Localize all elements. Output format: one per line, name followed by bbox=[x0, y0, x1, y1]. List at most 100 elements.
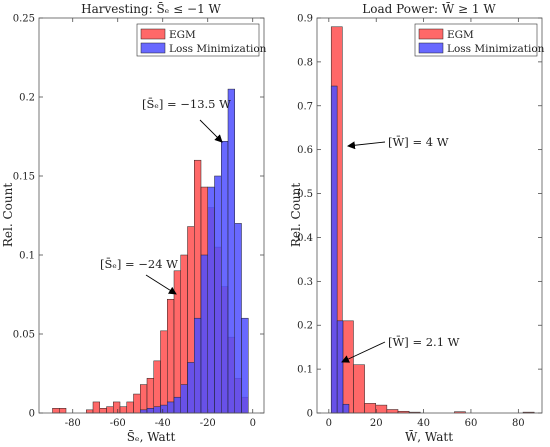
bar-egm bbox=[59, 408, 67, 414]
x-tick-label: -40 bbox=[155, 418, 171, 429]
plot-frame bbox=[316, 17, 543, 414]
y-tick-label: 0.25 bbox=[13, 14, 35, 25]
annotation-label: [W̄] = 4 W bbox=[388, 135, 449, 149]
bar-loss-minimization bbox=[214, 175, 222, 414]
bar-loss-minimization bbox=[140, 409, 148, 414]
load-power-histogram-panel: Load Power: W̄ ≥ 1 W W̄, Watt Rel. Count… bbox=[289, 1, 545, 444]
bar-egm bbox=[353, 364, 365, 414]
bar-egm bbox=[167, 298, 175, 414]
x-tick-label: 40 bbox=[417, 418, 430, 429]
annotation-label: [S̄ₑ] = −13.5 W bbox=[142, 97, 231, 111]
bar-egm bbox=[133, 393, 141, 414]
y-axis-label: Rel. Count bbox=[1, 183, 15, 247]
bar-egm bbox=[173, 270, 181, 414]
bar-loss-minimization bbox=[241, 317, 249, 414]
x-tick-label: -80 bbox=[65, 418, 81, 429]
y-tick-label: 0.1 bbox=[297, 365, 313, 376]
annotation-label: [S̄ₑ] = −24 W bbox=[100, 257, 178, 271]
bar-loss-minimization bbox=[336, 320, 344, 414]
bar-egm bbox=[375, 404, 388, 414]
x-axis-label: W̄, Watt bbox=[405, 429, 453, 444]
bar-egm bbox=[153, 360, 161, 414]
bar-egm bbox=[52, 408, 60, 414]
y-axis-label: Rel. Count bbox=[289, 183, 303, 247]
y-tick-label: 0.4 bbox=[297, 233, 313, 244]
bar-egm bbox=[119, 406, 127, 414]
plot-frame bbox=[38, 17, 265, 414]
ticks-layer: -80 -60 -40 -20 0 0 0.05 0.1 0.15 0.2 0.25 bbox=[13, 14, 264, 429]
bar-loss-minimization bbox=[227, 88, 235, 414]
bar-loss-minimization bbox=[207, 186, 215, 414]
bar-loss-minimization bbox=[234, 223, 242, 414]
bar-egm bbox=[126, 401, 134, 414]
bar-egm bbox=[99, 408, 107, 414]
bar-loss-minimization bbox=[146, 408, 154, 414]
annotation-arrow bbox=[199, 119, 223, 143]
bar-egm bbox=[364, 403, 376, 414]
bar-loss-minimization bbox=[187, 362, 195, 414]
bar-loss-minimization bbox=[342, 403, 350, 414]
bars-layer bbox=[52, 88, 249, 414]
legend: EGM Loss Minimization bbox=[414, 23, 545, 57]
ticks-layer: 0 20 40 60 80 0 0.1 0.2 0.3 0.4 0.5 0.6 0.7 0.8 0.9 bbox=[297, 14, 542, 429]
legend-swatch bbox=[418, 42, 444, 54]
legend-swatch bbox=[140, 42, 166, 54]
bar-egm bbox=[146, 377, 154, 414]
x-axis-label: S̄ₑ, Watt bbox=[127, 429, 176, 444]
annotation-label: [W̄] = 2.1 W bbox=[388, 335, 460, 349]
legend-label: Loss Minimization bbox=[447, 43, 545, 55]
annotations-layer: [W̄] = 4 W [W̄] = 2.1 W bbox=[341, 135, 460, 363]
y-tick-label: 0.15 bbox=[13, 172, 35, 183]
y-tick-label: 0.05 bbox=[13, 330, 35, 341]
bar-loss-minimization bbox=[330, 85, 338, 414]
x-tick-label: 80 bbox=[512, 418, 525, 429]
bar-egm bbox=[160, 330, 168, 414]
y-tick-label: 0 bbox=[29, 409, 35, 420]
bar-egm bbox=[386, 409, 399, 414]
bar-loss-minimization bbox=[153, 406, 161, 414]
y-tick-label: 0.8 bbox=[297, 57, 313, 68]
bar-loss-minimization bbox=[160, 404, 168, 414]
y-tick-label: 0.7 bbox=[297, 101, 313, 112]
bar-egm bbox=[86, 409, 94, 414]
bar-egm bbox=[113, 401, 121, 414]
bar-loss-minimization bbox=[200, 254, 208, 414]
x-tick-label: 60 bbox=[465, 418, 478, 429]
bar-loss-minimization bbox=[167, 401, 175, 414]
harvesting-histogram-panel: Harvesting: S̄ₑ ≤ −1 W S̄ₑ, Watt Rel. Co… bbox=[1, 1, 267, 444]
x-tick-label: 0 bbox=[326, 418, 332, 429]
annotation-arrow bbox=[341, 341, 386, 363]
bar-egm bbox=[140, 384, 148, 414]
y-tick-label: 0.9 bbox=[297, 14, 313, 25]
y-tick-label: 0 bbox=[307, 409, 313, 420]
plot-area bbox=[317, 18, 542, 413]
legend-label: EGM bbox=[447, 29, 474, 41]
y-tick-label: 0.2 bbox=[297, 321, 313, 332]
chart-title: Harvesting: S̄ₑ ≤ −1 W bbox=[81, 1, 221, 16]
x-tick-label: 20 bbox=[370, 418, 383, 429]
legend-label: EGM bbox=[169, 29, 196, 41]
bar-egm bbox=[106, 406, 114, 414]
bar-loss-minimization bbox=[180, 384, 188, 414]
bar-loss-minimization bbox=[221, 140, 229, 414]
chart-title: Load Power: W̄ ≥ 1 W bbox=[362, 1, 496, 16]
y-tick-label: 0.5 bbox=[297, 189, 313, 200]
bar-egm bbox=[342, 320, 354, 414]
legend-label: Loss Minimization bbox=[169, 43, 267, 55]
x-tick-label: -20 bbox=[200, 418, 216, 429]
bar-egm bbox=[92, 401, 100, 414]
x-tick-label: 0 bbox=[250, 418, 256, 429]
bar-loss-minimization bbox=[173, 396, 181, 414]
y-tick-label: 0.1 bbox=[19, 251, 35, 262]
annotation-arrow bbox=[145, 274, 177, 295]
annotations-layer: [S̄ₑ] = −24 W [S̄ₑ] = −13.5 W bbox=[100, 97, 231, 295]
bar-loss-minimization bbox=[194, 317, 202, 414]
legend-swatch bbox=[140, 28, 166, 40]
annotation-arrow bbox=[347, 141, 386, 150]
y-tick-label: 0.3 bbox=[297, 277, 313, 288]
y-tick-label: 0.2 bbox=[19, 93, 35, 104]
legend-swatch bbox=[418, 28, 444, 40]
x-tick-label: -60 bbox=[110, 418, 126, 429]
legend: EGM Loss Minimization bbox=[136, 23, 267, 57]
